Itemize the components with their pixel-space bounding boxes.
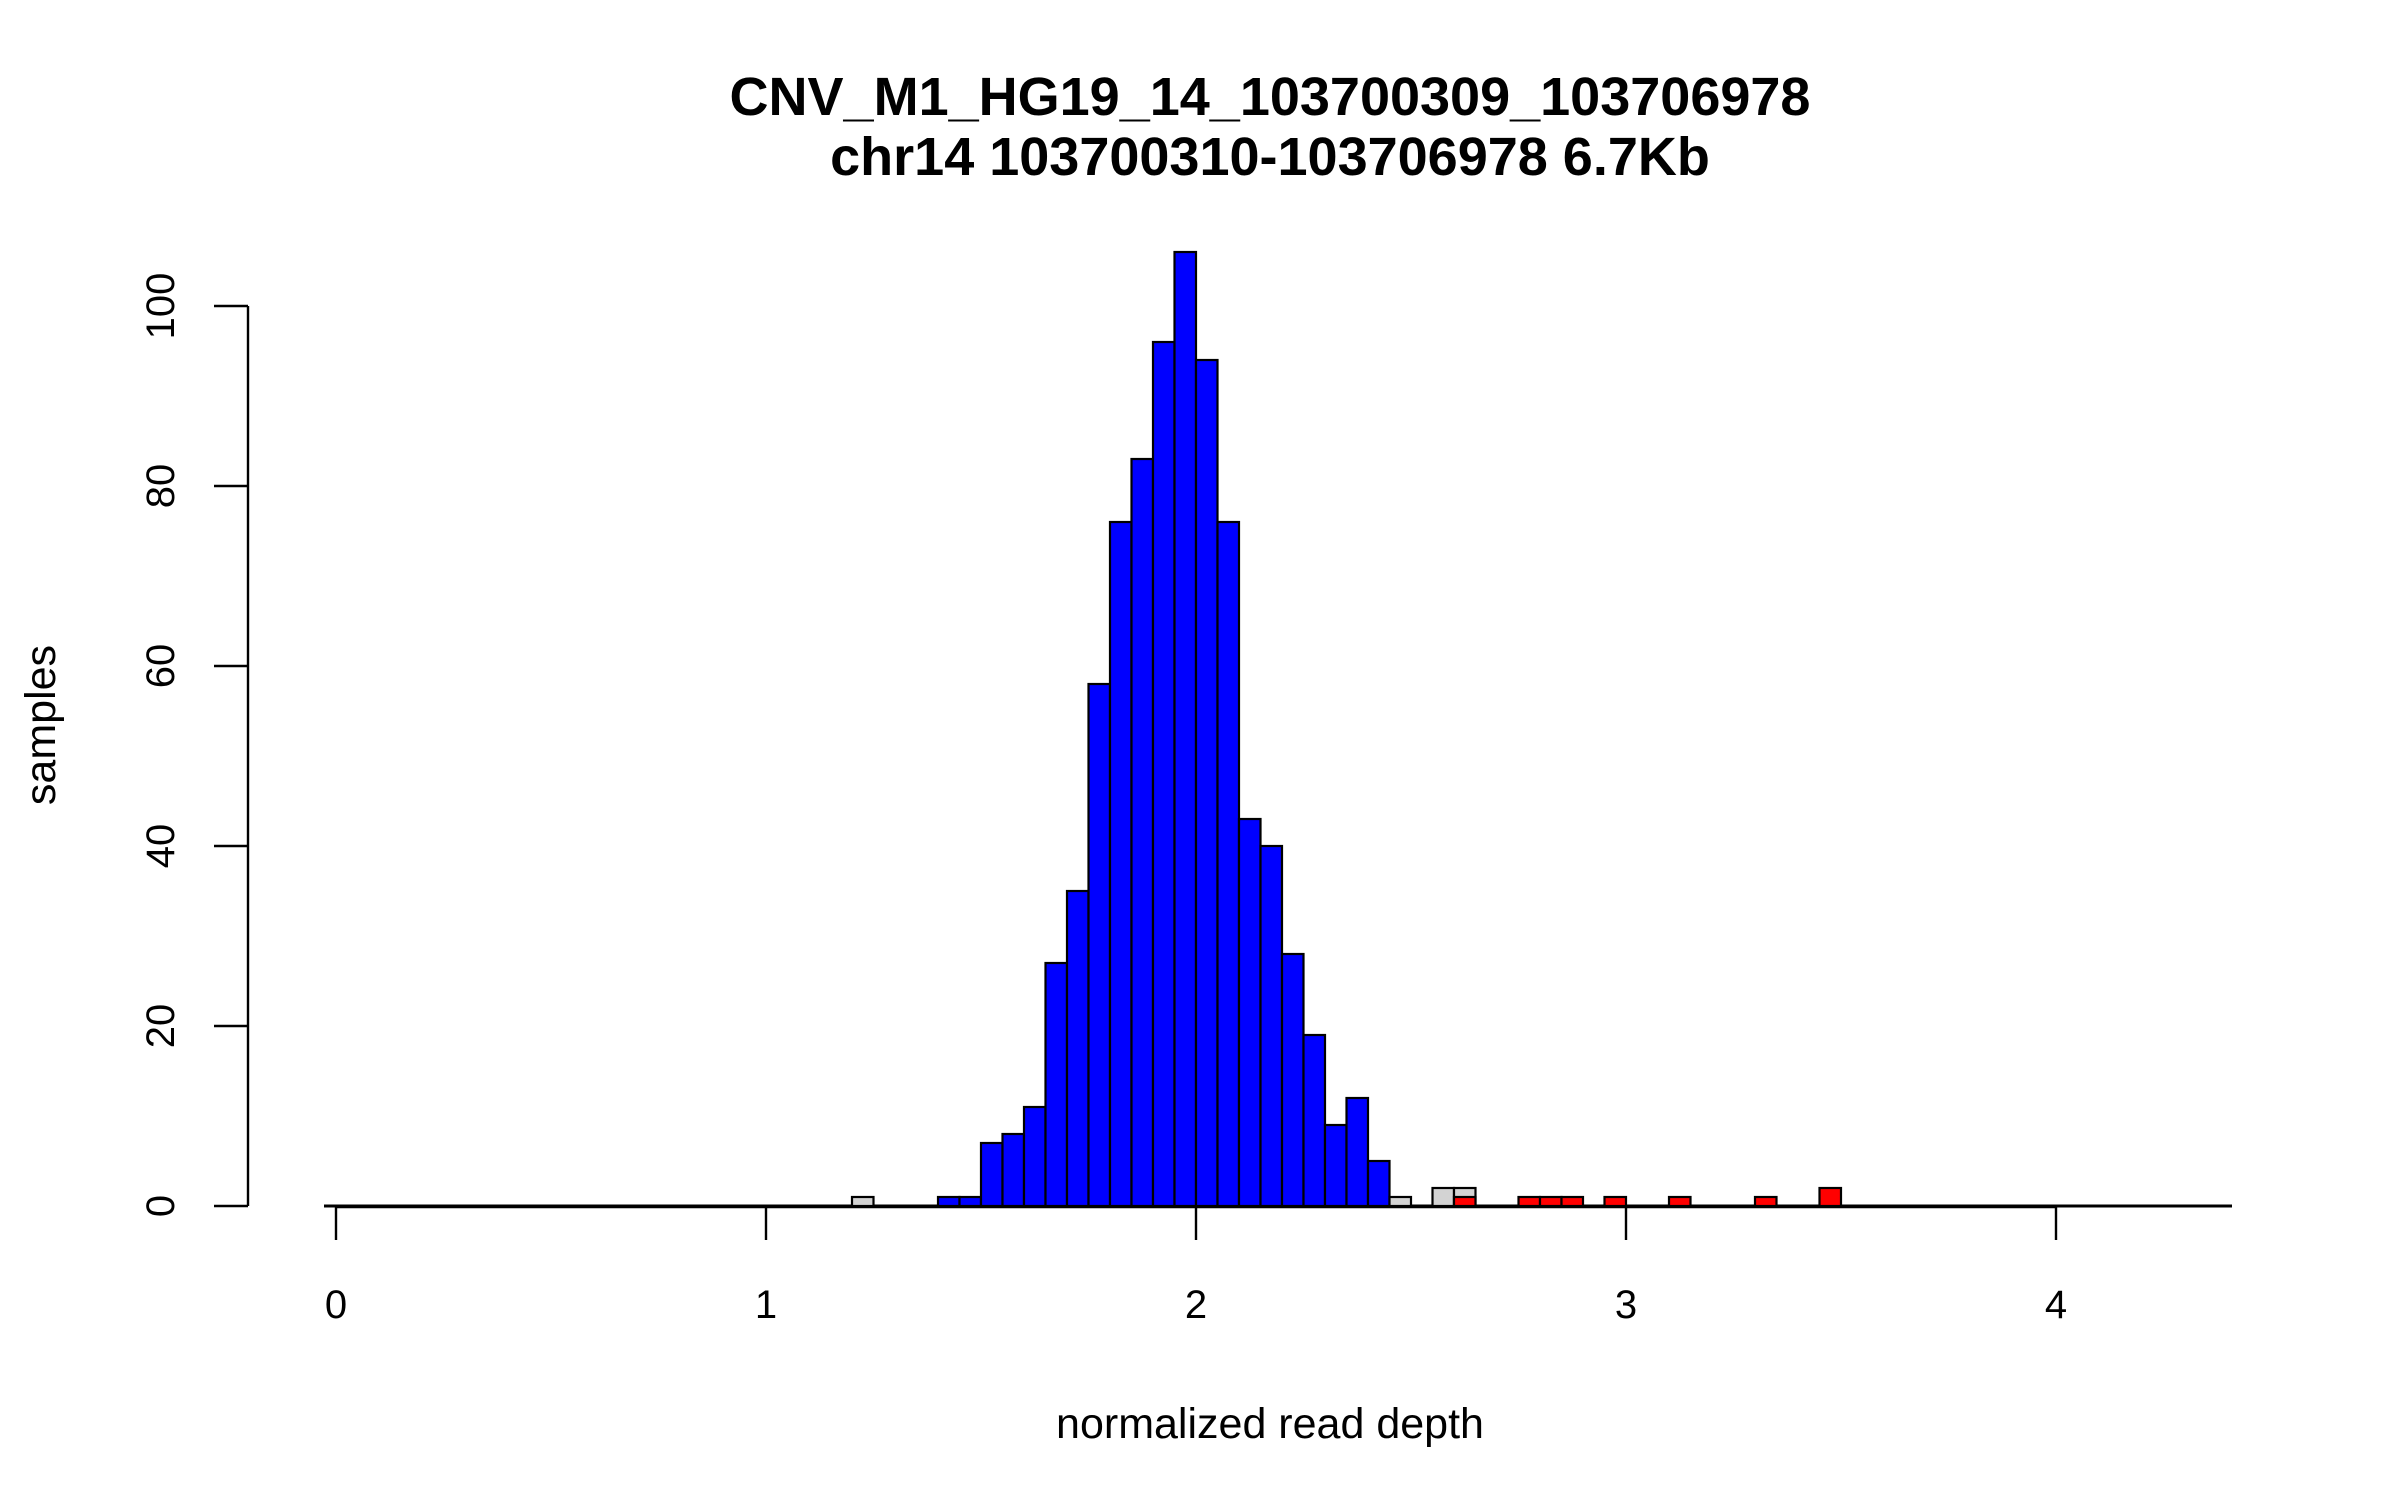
histogram-overlay-bar-0 xyxy=(1452,1195,1477,1208)
histogram-bar-0 xyxy=(850,1195,875,1208)
histogram-bar-25 xyxy=(1517,1195,1542,1208)
histogram-bar-21 xyxy=(1366,1159,1391,1208)
histogram-bar-2 xyxy=(958,1195,983,1208)
histogram-bar-4 xyxy=(1001,1132,1026,1208)
histogram-bar-12 xyxy=(1173,250,1198,1208)
y-tick-label-1: 20 xyxy=(139,1004,183,1049)
bars-layer xyxy=(324,250,2232,1208)
histogram-bar-28 xyxy=(1603,1195,1628,1208)
x-tick-label-4: 4 xyxy=(2045,1283,2067,1327)
x-axis-label: normalized read depth xyxy=(1056,1400,1484,1448)
histogram-bar-8 xyxy=(1087,682,1112,1208)
histogram-bar-6 xyxy=(1044,961,1069,1208)
histogram-bar-3 xyxy=(979,1141,1004,1208)
chart-title: CNV_M1_HG19_14_103700309_103706978 xyxy=(730,67,1811,127)
histogram-bar-23 xyxy=(1431,1186,1456,1208)
histogram-bar-10 xyxy=(1130,457,1155,1208)
x-tick-label-2: 2 xyxy=(1185,1283,1207,1327)
histogram-bar-19 xyxy=(1323,1123,1348,1208)
histogram-bar-27 xyxy=(1560,1195,1585,1208)
histogram-bar-13 xyxy=(1194,358,1219,1208)
histogram-bar-11 xyxy=(1151,340,1176,1208)
histogram-bar-1 xyxy=(936,1195,961,1208)
y-tick-label-5: 100 xyxy=(139,273,183,340)
y-tick-label-4: 80 xyxy=(139,464,183,509)
y-tick-label-3: 60 xyxy=(139,644,183,689)
histogram-bar-17 xyxy=(1280,952,1305,1208)
histogram-bar-31 xyxy=(1818,1186,1843,1208)
x-tick-label-1: 1 xyxy=(755,1283,777,1327)
histogram-bar-7 xyxy=(1065,889,1090,1208)
histogram-bar-9 xyxy=(1108,520,1133,1208)
histogram-bar-26 xyxy=(1538,1195,1563,1208)
y-tick-label-0: 0 xyxy=(139,1195,183,1217)
histogram-bar-22 xyxy=(1388,1195,1413,1208)
y-axis-label: samples xyxy=(17,645,65,805)
histogram-bar-16 xyxy=(1259,844,1284,1208)
histogram-bar-29 xyxy=(1667,1195,1692,1208)
histogram-bar-15 xyxy=(1237,817,1262,1208)
histogram-bar-18 xyxy=(1302,1033,1327,1208)
histogram-bar-5 xyxy=(1022,1105,1047,1208)
chart-subtitle: chr14 103700310-103706978 6.7Kb xyxy=(830,127,1710,187)
histogram-bar-30 xyxy=(1753,1195,1778,1208)
y-tick-label-2: 40 xyxy=(139,824,183,869)
histogram-bar-14 xyxy=(1216,520,1241,1208)
x-tick-label-3: 3 xyxy=(1615,1283,1637,1327)
histogram-bar-20 xyxy=(1345,1096,1370,1208)
x-tick-label-0: 0 xyxy=(325,1283,347,1327)
